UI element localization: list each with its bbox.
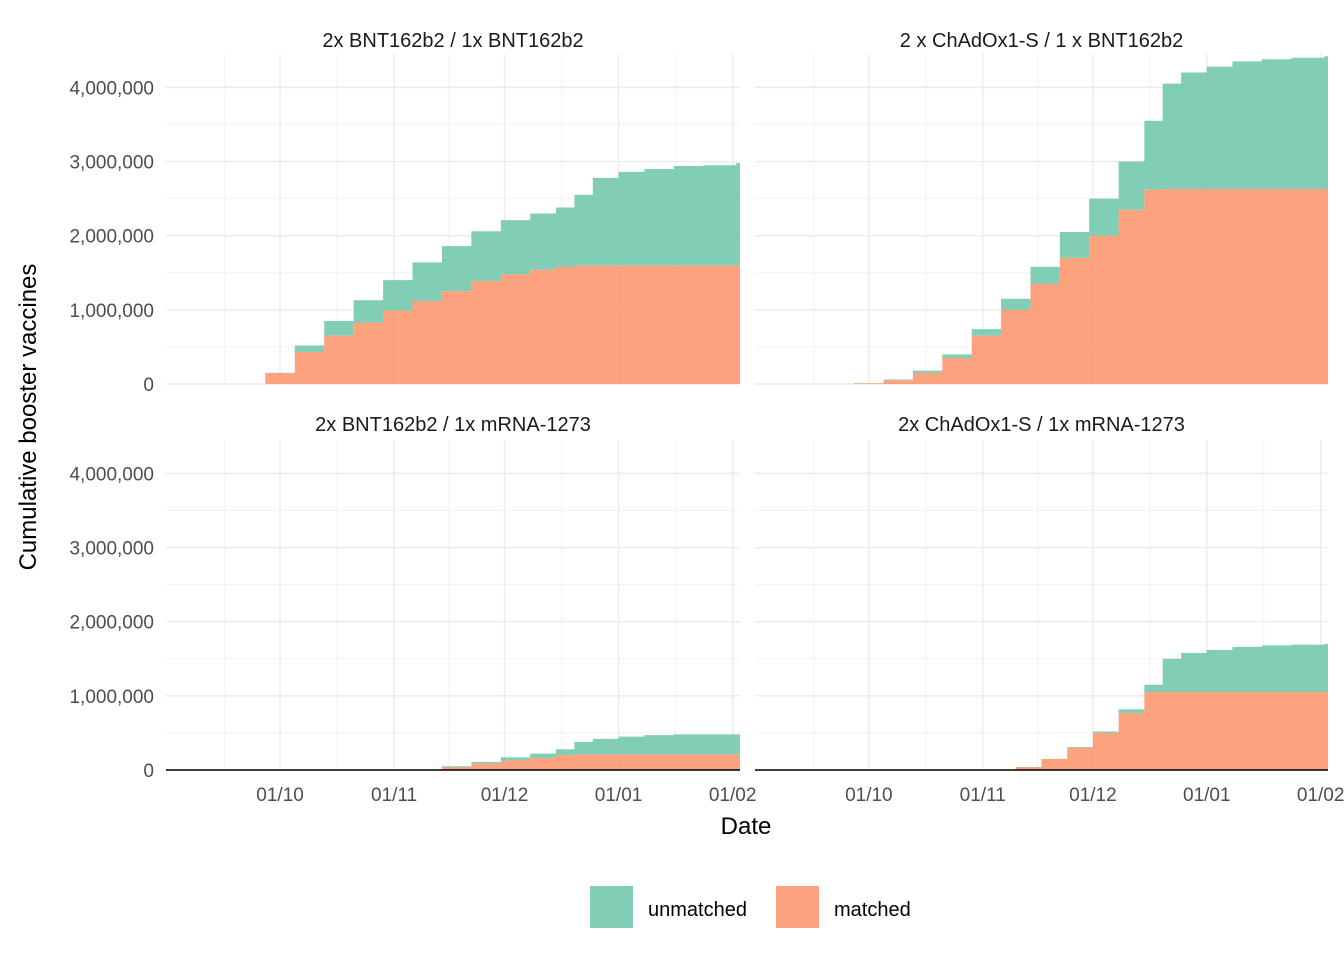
x-tick-label: 01/12 bbox=[1069, 785, 1117, 806]
facet-panel: 2x BNT162b2 / 1x BNT162b2 0 1,000,000 2,000… bbox=[69, 30, 740, 396]
x-axis-title: Date bbox=[721, 813, 772, 840]
y-tick-label: 2,000,000 bbox=[69, 227, 154, 248]
series-area-unmatched bbox=[235, 163, 740, 384]
series-area-unmatched bbox=[982, 643, 1328, 770]
series-area-matched bbox=[824, 188, 1328, 384]
panel-title: 2x ChAdOx1-S / 1x mRNA-1273 bbox=[898, 414, 1185, 436]
legend: unmatched matched bbox=[590, 886, 911, 928]
y-tick-label: 3,000,000 bbox=[69, 539, 154, 560]
y-tick-label: 3,000,000 bbox=[69, 153, 154, 174]
panel-title: 2 x ChAdOx1-S / 1 x BNT162b2 bbox=[900, 30, 1183, 52]
x-tick-label: 01/01 bbox=[595, 785, 643, 806]
y-tick-label: 1,000,000 bbox=[69, 687, 154, 708]
y-tick-label: 0 bbox=[143, 375, 154, 396]
legend-label-matched: matched bbox=[834, 899, 911, 921]
panels-layer: 2x BNT162b2 / 1x BNT162b2 0 1,000,000 2,000… bbox=[69, 30, 1344, 806]
panel-title: 2x BNT162b2 / 1x BNT162b2 bbox=[322, 30, 583, 52]
y-tick-label: 2,000,000 bbox=[69, 613, 154, 634]
series-area-matched bbox=[408, 754, 740, 770]
x-tick-label: 01/02 bbox=[709, 785, 757, 806]
y-tick-label: 4,000,000 bbox=[69, 464, 154, 485]
facet-panel: 2x ChAdOx1-S / 1x mRNA-1273 01/10 01/11 01/… bbox=[755, 414, 1344, 806]
series-area-unmatched bbox=[408, 734, 740, 770]
x-tick-label: 01/11 bbox=[371, 785, 417, 806]
x-tick-label: 01/10 bbox=[845, 785, 893, 806]
x-tick-label: 01/01 bbox=[1183, 785, 1231, 806]
facet-panel: 2 x ChAdOx1-S / 1 x BNT162b2 bbox=[755, 30, 1328, 385]
x-tick-label: 01/02 bbox=[1297, 785, 1344, 806]
y-axis-title: Cumulative booster vaccines bbox=[15, 264, 42, 571]
y-tick-label: 0 bbox=[143, 761, 154, 782]
y-tick-label: 4,000,000 bbox=[69, 78, 154, 99]
legend-swatch-matched bbox=[776, 886, 819, 928]
y-tick-label: 1,000,000 bbox=[69, 301, 154, 322]
x-tick-label: 01/10 bbox=[256, 785, 304, 806]
series-area-matched bbox=[982, 692, 1328, 770]
panel-title: 2x BNT162b2 / 1x mRNA-1273 bbox=[315, 414, 591, 436]
series-area-matched bbox=[235, 265, 740, 384]
legend-label-unmatched: unmatched bbox=[648, 899, 747, 921]
legend-swatch-unmatched bbox=[590, 886, 633, 928]
facet-panel: 2x BNT162b2 / 1x mRNA-1273 0 1,000,000 2,00… bbox=[69, 414, 756, 806]
x-tick-label: 01/12 bbox=[481, 785, 529, 806]
x-tick-label: 01/11 bbox=[960, 785, 1006, 806]
series-area-unmatched bbox=[824, 56, 1328, 384]
